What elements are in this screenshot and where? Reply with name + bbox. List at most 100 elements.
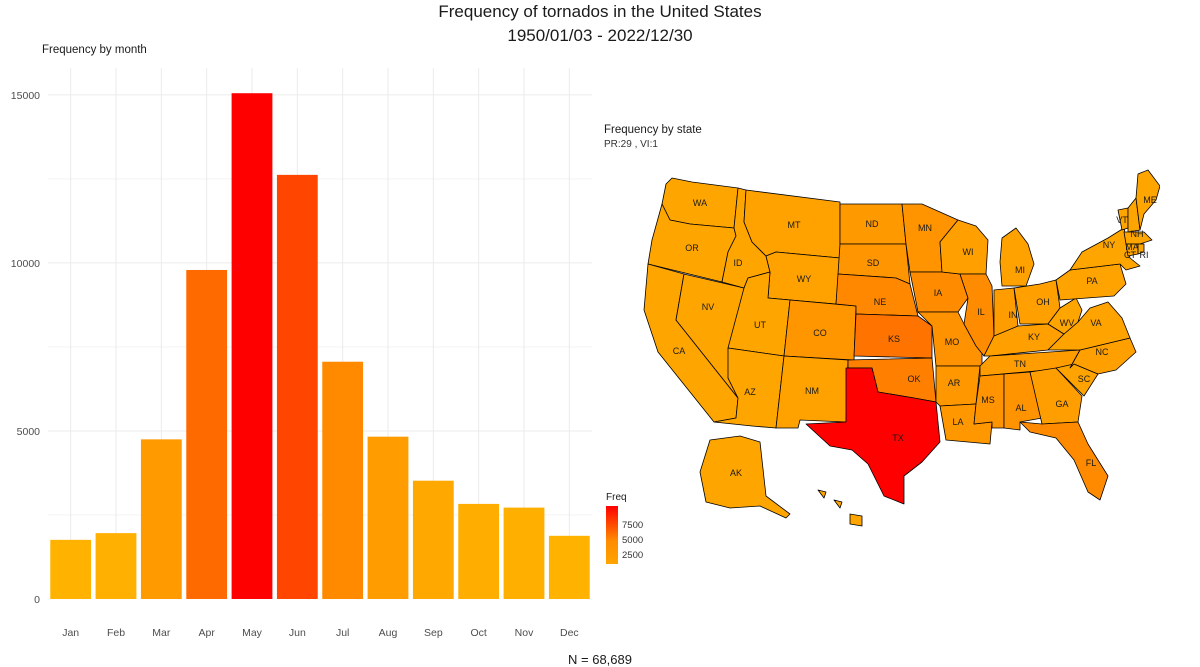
label-ME: ME: [1143, 195, 1157, 205]
label-NH: NH: [1131, 229, 1144, 239]
bar-aug: [367, 436, 409, 599]
label-MN: MN: [918, 223, 932, 233]
state-GA: [1029, 367, 1083, 425]
label-IA: IA: [934, 288, 943, 298]
label-SC: SC: [1078, 374, 1091, 384]
label-KY: KY: [1028, 332, 1040, 342]
label-NV: NV: [702, 302, 715, 312]
label-MA: MA: [1125, 242, 1139, 252]
state-FL: [1019, 421, 1109, 501]
x-tick-jun: Jun: [289, 627, 306, 639]
label-UT: UT: [754, 320, 766, 330]
bar-feb: [95, 533, 137, 599]
label-VT: VT: [1116, 215, 1128, 225]
bar-oct: [458, 503, 500, 599]
bar-sep: [412, 480, 454, 599]
state-AK: [699, 435, 791, 519]
state-MO: [917, 311, 983, 367]
chart-title-line-2: 1950/01/03 - 2022/12/30: [507, 26, 693, 45]
label-MT: MT: [788, 220, 801, 230]
state-WV: [1047, 297, 1083, 335]
label-ID: ID: [734, 258, 744, 268]
label-IL: IL: [977, 307, 985, 317]
label-KS: KS: [888, 334, 900, 344]
x-tick-mar: Mar: [152, 627, 171, 639]
x-tick-oct: Oct: [470, 627, 486, 639]
label-OR: OR: [685, 243, 699, 253]
bar-nov: [503, 507, 545, 599]
legend-color-bar: [606, 506, 618, 564]
label-WI: WI: [963, 247, 974, 257]
label-NM: NM: [805, 386, 819, 396]
label-MI: MI: [1015, 265, 1025, 275]
bar-apr: [186, 269, 228, 599]
state-choropleth-map: WA OR CA NV ID MT WY UT AZ CO NM ND SD N…: [643, 169, 1160, 527]
label-GA: GA: [1055, 399, 1068, 409]
y-tick-0: 0: [34, 594, 40, 606]
label-MS: MS: [981, 395, 995, 405]
bar-mar: [140, 439, 182, 599]
label-OK: OK: [907, 374, 920, 384]
x-tick-nov: Nov: [515, 627, 534, 639]
state-MI: [999, 227, 1035, 287]
state-KS: [853, 313, 933, 359]
legend-tick-5000: 5000: [622, 535, 644, 546]
chart-title: Frequency of tornados in the United Stat…: [0, 0, 1200, 48]
map-title: Frequency by state: [604, 124, 702, 136]
x-tick-jan: Jan: [62, 627, 79, 639]
x-tick-sep: Sep: [424, 627, 443, 639]
label-VA: VA: [1090, 318, 1101, 328]
y-tick-10000: 10000: [11, 258, 40, 270]
state-WI: [939, 219, 989, 275]
x-tick-apr: Apr: [198, 627, 215, 639]
label-LA: LA: [952, 417, 963, 427]
label-AL: AL: [1015, 403, 1026, 413]
x-tick-feb: Feb: [107, 627, 125, 639]
label-CT: CT: [1124, 250, 1136, 260]
y-tick-15000: 15000: [11, 90, 40, 102]
label-AK: AK: [730, 468, 742, 478]
bar-dec: [548, 535, 590, 599]
state-NY: [1069, 227, 1141, 271]
label-RI: RI: [1140, 250, 1149, 260]
label-WY: WY: [797, 274, 812, 284]
label-AR: AR: [948, 378, 961, 388]
x-tick-dec: Dec: [560, 627, 579, 639]
label-NC: NC: [1096, 347, 1109, 357]
label-TN: TN: [1014, 359, 1026, 369]
legend-title: Freq: [606, 492, 627, 503]
label-NE: NE: [874, 297, 887, 307]
state-ME: [1135, 169, 1160, 231]
bar-jun: [276, 174, 318, 599]
y-tick-5000: 5000: [17, 426, 41, 438]
label-OH: OH: [1036, 297, 1050, 307]
bar-jul: [322, 361, 364, 599]
state-RI: [1137, 243, 1145, 255]
label-TX: TX: [892, 433, 904, 443]
label-AZ: AZ: [744, 387, 756, 397]
sample-size-footer: N = 68,689: [568, 652, 632, 667]
label-IN: IN: [1009, 310, 1018, 320]
label-NY: NY: [1103, 240, 1116, 250]
bar-chart-title: Frequency by month: [42, 44, 147, 56]
state-MA: [1123, 231, 1153, 245]
color-legend: Freq 7500 5000 2500: [606, 492, 668, 564]
label-CO: CO: [813, 328, 827, 338]
map-subtitle: PR:29 , VI:1: [604, 139, 658, 150]
x-tick-aug: Aug: [379, 627, 398, 639]
legend-tick-2500: 2500: [622, 550, 644, 561]
x-tick-jul: Jul: [336, 627, 349, 639]
label-ND: ND: [866, 219, 879, 229]
state-TX: [805, 367, 941, 505]
label-FL: FL: [1086, 458, 1097, 468]
state-VA: [1047, 301, 1131, 351]
legend-tick-7500: 7500: [622, 520, 644, 531]
bar-may: [231, 93, 273, 600]
label-MO: MO: [945, 337, 960, 347]
label-WA: WA: [693, 198, 707, 208]
bar-jan: [50, 539, 92, 599]
month-bar-chart: Jan Feb Mar Apr May Jun Jul Aug Sep Oct Nov Dec 0 500…: [11, 68, 592, 639]
label-CA: CA: [673, 346, 686, 356]
label-SD: SD: [867, 258, 880, 268]
label-WV: WV: [1060, 318, 1075, 328]
